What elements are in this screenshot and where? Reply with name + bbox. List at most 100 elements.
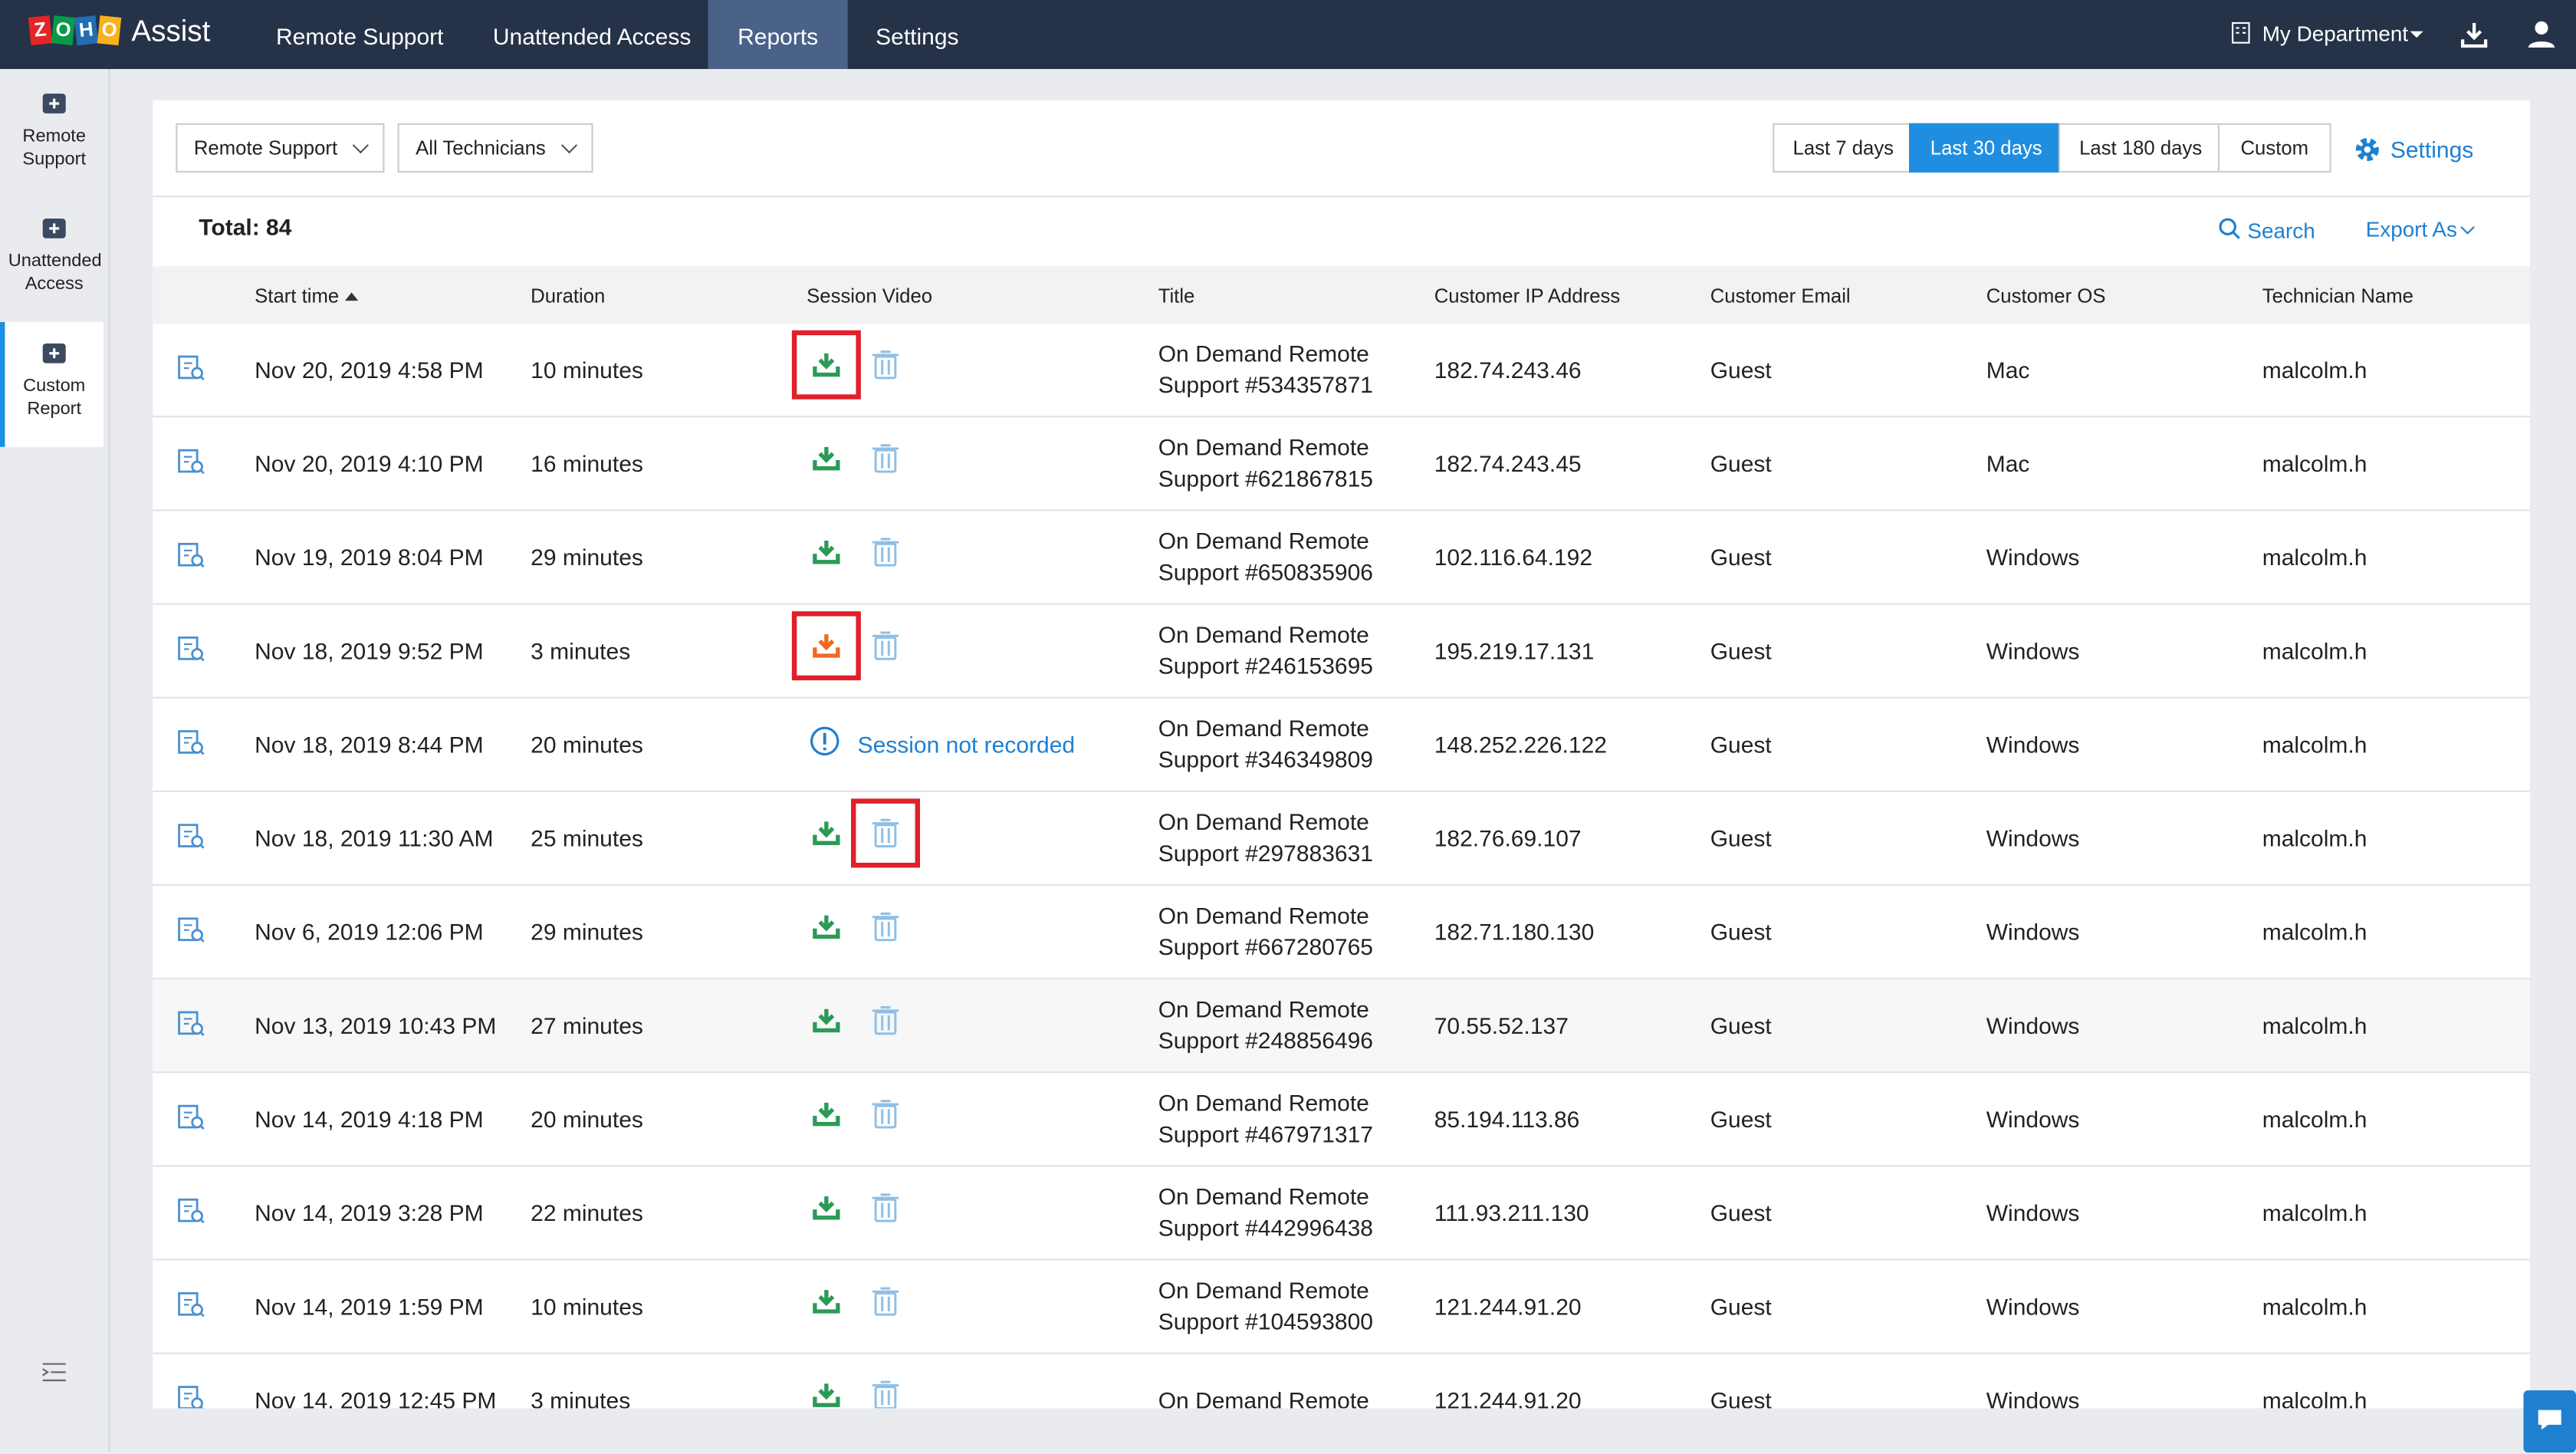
cell-tech: malcolm.h	[2262, 605, 2367, 697]
cell-ip: 102.116.64.192	[1434, 511, 1592, 603]
logo-letter: O	[51, 15, 76, 45]
details-icon[interactable]	[176, 821, 205, 851]
date-range[interactable]: Custom	[2218, 123, 2331, 173]
cell-duration: 22 minutes	[531, 1166, 643, 1258]
cell-ip: 70.55.52.137	[1434, 979, 1569, 1071]
divider	[153, 196, 2530, 197]
cell-ip: 85.194.113.86	[1434, 1073, 1580, 1165]
cell-email: Guest	[1710, 511, 1772, 603]
details-icon[interactable]	[176, 541, 205, 571]
cell-start: Nov 14, 2019 12:45 PM	[255, 1354, 496, 1409]
sidebar-icon	[41, 342, 67, 368]
cell-tech: malcolm.h	[2262, 417, 2367, 509]
cell-email: Guest	[1710, 605, 1772, 697]
details-icon[interactable]	[176, 634, 205, 664]
cell-email: Guest	[1710, 792, 1772, 884]
date-range[interactable]: Last 30 days	[1909, 123, 2063, 173]
session-type-filter[interactable]: Remote Support	[176, 123, 385, 173]
cell-start: Nov 18, 2019 8:44 PM	[255, 699, 484, 791]
table-row: Nov 20, 2019 4:10 PM16 minutesOn Demand …	[153, 417, 2530, 511]
cell-email: Guest	[1710, 886, 1772, 978]
cell-os: Windows	[1986, 605, 2080, 697]
logo-letter: H	[74, 15, 99, 45]
table-row: Nov 18, 2019 8:44 PM20 minutesSession no…	[153, 699, 2530, 792]
details-icon[interactable]	[176, 728, 205, 758]
delete-video[interactable]	[871, 350, 901, 380]
info-icon	[810, 726, 843, 759]
cell-title: On Demand Remote Support #297883631	[1158, 792, 1388, 884]
collapse-icon[interactable]	[41, 1360, 67, 1383]
details-icon[interactable]	[176, 1290, 205, 1320]
cell-duration: 29 minutes	[531, 886, 643, 978]
delete-video[interactable]	[871, 631, 901, 661]
date-range[interactable]: Last 7 days	[1773, 123, 1914, 173]
cell-title: On Demand Remote Support #346349809	[1158, 699, 1388, 791]
delete-video[interactable]	[871, 1193, 901, 1223]
cell-duration: 20 minutes	[531, 699, 643, 791]
logo[interactable]: ZOHO	[30, 16, 120, 44]
cell-os: Windows	[1986, 979, 2080, 1071]
column-header: Technician Name	[2262, 285, 2413, 308]
details-icon[interactable]	[176, 1009, 205, 1039]
user-icon[interactable]	[2527, 18, 2557, 48]
cell-title: On Demand Remote Support #246153695	[1158, 605, 1388, 697]
search-icon[interactable]	[2218, 217, 2241, 240]
download-video[interactable]	[812, 1100, 842, 1130]
delete-video[interactable]	[871, 1100, 901, 1130]
department[interactable]: My Department	[2262, 21, 2408, 46]
cell-duration: 3 minutes	[531, 1354, 630, 1409]
details-icon[interactable]	[176, 354, 205, 383]
delete-video[interactable]	[871, 1380, 901, 1408]
column-header: Duration	[531, 285, 605, 308]
column-header[interactable]: Start time	[255, 285, 339, 308]
highlight-box	[851, 798, 920, 867]
sidebar-item[interactable]: Custom Report	[0, 322, 104, 447]
download-video[interactable]	[812, 1287, 842, 1317]
download-video[interactable]	[812, 1005, 842, 1035]
chat-button[interactable]	[2523, 1390, 2576, 1452]
search[interactable]: Search	[2247, 219, 2315, 243]
delete-video[interactable]	[871, 912, 901, 942]
cell-start: Nov 20, 2019 4:10 PM	[255, 417, 484, 509]
nav-tab[interactable]: Settings	[846, 0, 989, 69]
cell-os: Windows	[1986, 1261, 2080, 1353]
cell-os: Windows	[1986, 886, 2080, 978]
cell-ip: 121.244.91.20	[1434, 1354, 1582, 1409]
date-range[interactable]: Last 180 days	[2058, 123, 2223, 173]
table-row: Nov 14, 2019 12:45 PM3 minutesOn Demand …	[153, 1354, 2530, 1409]
download-video[interactable]	[812, 1193, 842, 1223]
download-video[interactable]	[812, 818, 842, 848]
details-icon[interactable]	[176, 1196, 205, 1226]
nav-tab[interactable]: Reports	[708, 0, 848, 69]
table-row: Nov 14, 2019 3:28 PM22 minutesOn Demand …	[153, 1166, 2530, 1260]
sidebar-item[interactable]: Remote Support	[0, 92, 108, 207]
nav-tab[interactable]: Remote Support	[246, 0, 473, 69]
top-nav: ZOHO Assist My Department Remote Support…	[0, 0, 2576, 69]
cell-os: Windows	[1986, 511, 2080, 603]
delete-video[interactable]	[871, 444, 901, 474]
download-video[interactable]	[812, 1380, 842, 1408]
details-icon[interactable]	[176, 916, 205, 946]
cell-duration: 16 minutes	[531, 417, 643, 509]
cell-email: Guest	[1710, 417, 1772, 509]
cell-email: Guest	[1710, 979, 1772, 1071]
cell-os: Windows	[1986, 1073, 2080, 1165]
details-icon[interactable]	[176, 1383, 205, 1408]
delete-video[interactable]	[871, 1005, 901, 1035]
sidebar-item[interactable]: Unattended Access	[0, 217, 108, 332]
settings-icon[interactable]	[2353, 135, 2383, 165]
details-icon[interactable]	[176, 1103, 205, 1133]
cell-ip: 148.252.226.122	[1434, 699, 1607, 791]
brand[interactable]: Assist	[131, 15, 210, 49]
technician-filter[interactable]: All Technicians	[398, 123, 593, 173]
nav-tab[interactable]: Unattended Access	[463, 0, 721, 69]
export[interactable]: Export As	[2366, 217, 2457, 242]
delete-video[interactable]	[871, 1287, 901, 1317]
settings-link[interactable]: Settings	[2390, 137, 2473, 163]
details-icon[interactable]	[176, 447, 205, 477]
download-video[interactable]	[812, 538, 842, 567]
download-video[interactable]	[812, 912, 842, 942]
delete-video[interactable]	[871, 538, 901, 567]
download-video[interactable]	[812, 444, 842, 474]
download-icon[interactable]	[2459, 20, 2489, 50]
